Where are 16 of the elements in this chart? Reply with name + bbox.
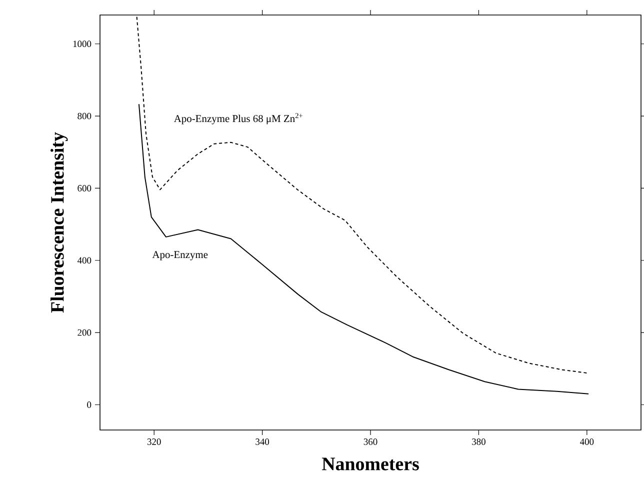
y-tick-label: 600 — [78, 185, 92, 192]
line-series — [138, 104, 590, 394]
x-tick-label: 380 — [472, 438, 486, 445]
y-axis-title: Fluorescence Intensity — [50, 132, 68, 313]
x-axis-title: Nanometers — [322, 458, 419, 470]
y-tick-label: 200 — [78, 329, 92, 336]
y-tick-label: 400 — [77, 257, 92, 264]
x-tick-label: 320 — [147, 438, 161, 445]
x-tick-label: 400 — [580, 438, 594, 445]
y-tick-label: 0 — [87, 402, 92, 408]
x-tick-label: 360 — [364, 438, 378, 445]
y-tick-label: 1000 — [73, 40, 92, 48]
x-tick-label: 340 — [256, 438, 270, 445]
y-tick-label: 800 — [78, 112, 92, 120]
series-label: Apo-Enzyme — [152, 251, 208, 260]
text: Apo-Enzyme Plus 68 μM Zn$^{2+}$ — [174, 113, 303, 124]
